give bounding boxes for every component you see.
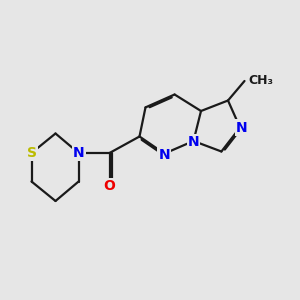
- Text: O: O: [103, 179, 116, 193]
- Text: N: N: [188, 136, 199, 149]
- Text: CH₃: CH₃: [248, 74, 273, 88]
- Text: S: S: [26, 146, 37, 160]
- Text: N: N: [236, 121, 247, 134]
- Text: N: N: [73, 146, 84, 160]
- Text: N: N: [159, 148, 170, 162]
